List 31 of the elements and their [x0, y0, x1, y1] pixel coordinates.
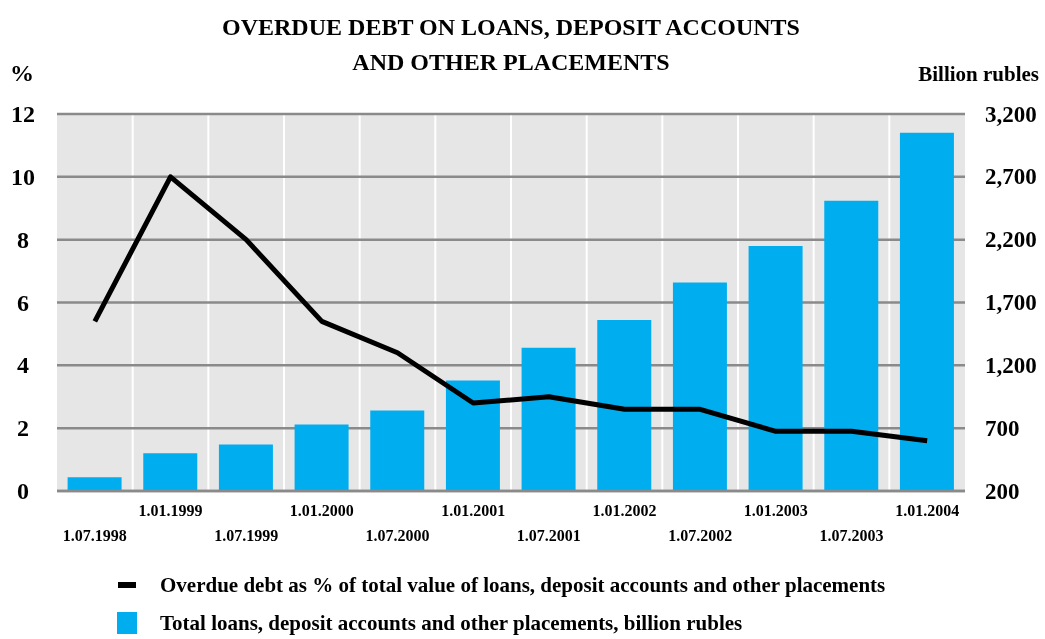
x-tick-label: 1.07.1998 [62, 527, 127, 544]
legend-label: Overdue debt as % of total value of loans, deposit accounts and other placements [160, 572, 886, 598]
y-tick-label: 2 [17, 415, 29, 442]
y-tick-label: 0 [17, 478, 29, 504]
x-tick-label: 1.07.2001 [516, 527, 581, 544]
x-tick-label: 1.07.2003 [819, 527, 884, 544]
x-tick-label: 1.01.2000 [289, 502, 354, 519]
legend-label: Total loans, deposit accounts and other placements, billion rubles [160, 610, 743, 636]
y-tick-label: 8 [17, 226, 29, 253]
x-tick-label: 1.01.2001 [441, 502, 506, 519]
y2-tick-label: 3,200 [985, 101, 1037, 127]
x-tick-label: 1.01.2004 [895, 502, 960, 519]
y2-tick-label: 700 [985, 415, 1020, 441]
x-tick-label: 1.01.2003 [743, 502, 808, 519]
y2-axis-title: Billion rubles [918, 62, 1039, 87]
y2-tick-label: 2,700 [985, 164, 1037, 190]
y2-tick-label: 200 [985, 478, 1020, 504]
x-tick-label: 1.01.2002 [592, 502, 657, 519]
x-tick-label: 1.07.2002 [668, 527, 733, 544]
y2-tick-label: 2,200 [985, 227, 1037, 253]
y-tick-label: 4 [17, 352, 29, 379]
y2-tick-label: 1,700 [985, 290, 1037, 315]
y2-tick-label: 1,200 [985, 352, 1037, 378]
x-tick-label: 1.01.1999 [138, 502, 203, 519]
y-tick-label: 6 [17, 289, 29, 316]
x-tick-label: 1.07.1999 [214, 527, 279, 544]
y-tick-label: 10 [11, 163, 35, 190]
y-axis-title: % [10, 60, 34, 87]
y-tick-label: 12 [11, 101, 35, 127]
chart-title: OVERDUE DEBT ON LOANS, DEPOSIT ACCOUNTS AND OTHER PLACEMENTS [221, 13, 801, 77]
x-tick-label: 1.07.2000 [365, 527, 430, 544]
